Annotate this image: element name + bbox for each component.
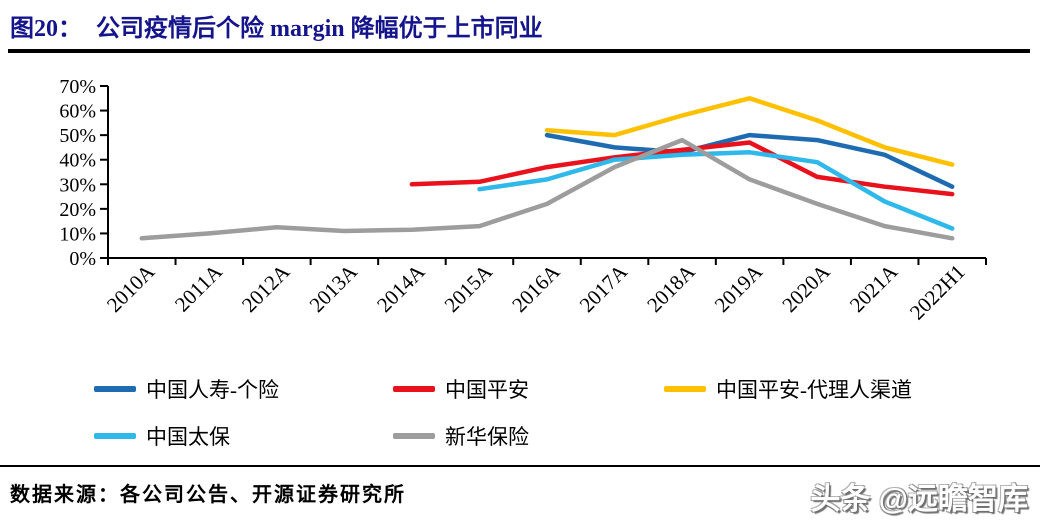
x-axis-label: 2020A [777,259,835,317]
x-axis-label: 2012A [237,259,295,317]
x-axis-label: 2011A [170,259,227,316]
x-axis-label: 2016A [507,259,565,317]
y-axis-label: 60% [59,101,96,123]
legend-label: 中国平安-代理人渠道 [716,378,912,402]
x-axis-label: 2015A [440,259,498,317]
x-axis-label: 2017A [575,259,633,317]
series-line-中国太保 [477,150,955,231]
series-line-中国人寿-个险 [544,132,955,189]
y-axis-label: 40% [59,150,96,172]
source-divider [0,465,1040,467]
legend-swatch [393,433,435,439]
x-axis-label: 2018A [642,259,700,317]
y-axis-label: 20% [59,199,96,221]
legend-swatch [393,386,435,392]
legend-label: 中国太保 [146,425,230,449]
y-axis-label: 50% [59,125,96,147]
figure-title-text: 公司疫情后个险 margin 降幅优于上市同业 [96,16,543,42]
x-axis-label: 2022H1 [905,260,970,325]
legend-item: 中国太保 [94,423,230,449]
legend-item: 中国平安 [393,376,529,402]
series-line-中国平安-代理人渠道 [544,96,955,167]
legend-item: 中国平安-代理人渠道 [664,376,912,402]
series-line-新华保险 [139,137,955,241]
x-axis-label: 2010A [102,259,160,317]
x-axis-label: 2014A [372,259,430,317]
title-divider [8,49,1030,53]
legend-item: 新华保险 [393,423,529,449]
x-axis-label: 2013A [305,259,363,317]
x-axis-label: 2021A [845,259,903,317]
legend-swatch [94,386,136,392]
source-note: 数据来源：各公司公告、开源证券研究所 [10,484,406,506]
watermark: 头条 @远瞻智库 [810,483,1028,516]
y-axis-label: 10% [59,223,96,245]
x-axis-label: 2019A [710,259,768,317]
chart-legend: 中国人寿-个险 中国平安 中国平安-代理人渠道中国太保 新华保险 [0,368,1040,464]
chart-canvas: 0%10%20%30%40%50%60%70%2010A 2011A 2012A 20… [59,76,987,325]
y-axis-label: 30% [59,174,96,196]
legend-label: 中国平安 [445,378,529,402]
figure-title: 图20： 公司疫情后个险 margin 降幅优于上市同业 [10,8,543,43]
figure-label: 图20： [10,16,82,42]
y-axis-label: 70% [59,76,96,98]
legend-label: 新华保险 [445,425,529,449]
legend-swatch [94,433,136,439]
series-line-中国平安 [409,140,955,197]
legend-label: 中国人寿-个险 [146,378,279,402]
y-axis-label: 0% [69,248,96,270]
legend-swatch [664,386,706,392]
legend-item: 中国人寿-个险 [94,376,279,402]
